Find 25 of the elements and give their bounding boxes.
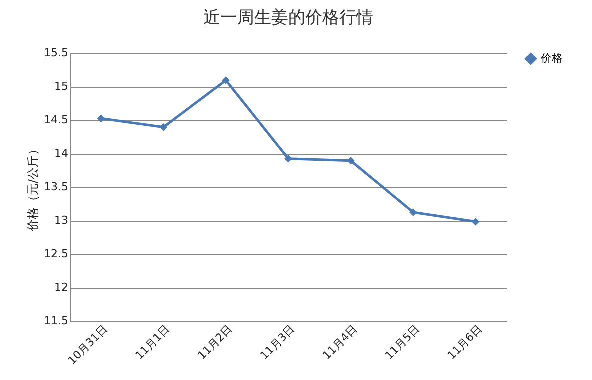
point xyxy=(347,156,355,165)
x-tick-label: 11月2日 xyxy=(195,322,236,362)
legend-label: 价格 xyxy=(540,52,563,65)
x-tick-label: 11月4日 xyxy=(320,322,360,362)
point xyxy=(472,218,480,226)
y-tick-label: 11.5 xyxy=(44,314,68,328)
point xyxy=(222,76,230,84)
y-tick-label: 15.5 xyxy=(44,46,68,60)
y-tick-label: 13.5 xyxy=(44,180,68,194)
x-tick-label: 11月6日 xyxy=(445,322,485,362)
y-tick-label: 12 xyxy=(54,281,68,294)
y-tick-label: 15 xyxy=(54,80,68,93)
y-tick-label: 13 xyxy=(54,214,68,227)
point xyxy=(160,123,168,132)
x-tick-label: 11月1日 xyxy=(133,322,173,362)
x-tick-label: 11月5日 xyxy=(382,322,422,362)
y-axis-title: 价格（元/公斤） xyxy=(26,143,40,233)
y-tick-label: 14 xyxy=(54,147,68,160)
point xyxy=(97,114,106,123)
point xyxy=(409,208,418,216)
x-tick-label: 11月3日 xyxy=(258,322,298,362)
y-tick-label: 12.5 xyxy=(44,248,68,260)
chart-title: 近一周生姜的价格行情 xyxy=(204,8,374,28)
y-tick-label: 14.5 xyxy=(44,114,68,126)
point xyxy=(284,154,292,163)
